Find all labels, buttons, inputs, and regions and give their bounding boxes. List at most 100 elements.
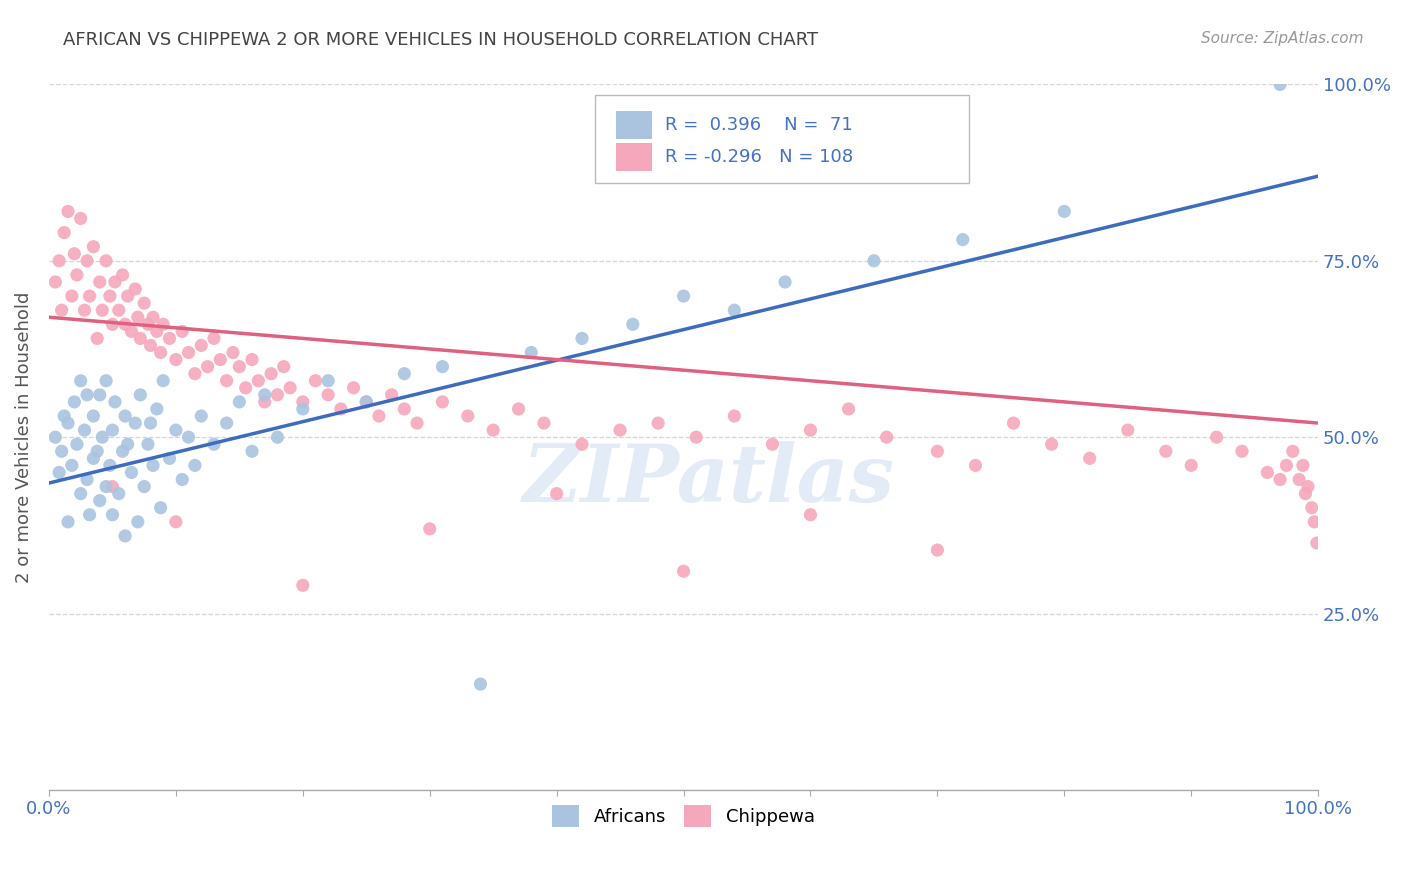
Point <box>82 451 104 466</box>
Point <box>342 381 364 395</box>
Point <box>69 374 91 388</box>
Point <box>149 345 172 359</box>
Point <box>48 253 70 268</box>
Point <box>159 331 181 345</box>
Point <box>432 359 454 374</box>
Point <box>253 395 276 409</box>
Point <box>1053 204 1076 219</box>
Point <box>266 388 288 402</box>
Point <box>63 246 86 260</box>
Point <box>723 303 745 318</box>
Point <box>152 374 174 388</box>
Point <box>1180 458 1202 473</box>
Point <box>1040 437 1063 451</box>
Point <box>86 444 108 458</box>
Point <box>621 318 644 332</box>
Text: AFRICAN VS CHIPPEWA 2 OR MORE VEHICLES IN HOUSEHOLD CORRELATION CHART: AFRICAN VS CHIPPEWA 2 OR MORE VEHICLES I… <box>63 31 818 49</box>
Point <box>51 444 73 458</box>
Point <box>165 515 187 529</box>
Point <box>124 416 146 430</box>
Point <box>60 458 83 473</box>
Point <box>101 508 124 522</box>
Point <box>927 543 949 558</box>
Point <box>127 310 149 325</box>
Point <box>69 211 91 226</box>
Point <box>1288 473 1310 487</box>
Point <box>1275 458 1298 473</box>
Point <box>432 395 454 409</box>
Point <box>136 318 159 332</box>
Point <box>190 409 212 423</box>
Point <box>146 401 169 416</box>
Point <box>419 522 441 536</box>
Point <box>165 423 187 437</box>
Point <box>1230 444 1253 458</box>
Point <box>76 473 98 487</box>
Point <box>94 479 117 493</box>
Point <box>672 289 695 303</box>
Point <box>89 388 111 402</box>
Point <box>129 388 152 402</box>
Point <box>368 409 391 423</box>
Point <box>761 437 783 451</box>
Point <box>172 473 194 487</box>
Point <box>197 359 219 374</box>
Y-axis label: 2 or more Vehicles in Household: 2 or more Vehicles in Household <box>15 292 32 582</box>
Point <box>117 289 139 303</box>
Point <box>228 395 250 409</box>
Point <box>91 430 114 444</box>
Point <box>240 352 263 367</box>
Point <box>152 318 174 332</box>
Point <box>356 395 378 409</box>
Point <box>56 204 79 219</box>
Point <box>76 253 98 268</box>
Text: ZIPatlas: ZIPatlas <box>523 441 896 518</box>
Point <box>773 275 796 289</box>
Point <box>66 268 89 282</box>
Point <box>134 479 156 493</box>
Point <box>53 226 76 240</box>
Legend: Africans, Chippewa: Africans, Chippewa <box>546 797 823 834</box>
Point <box>101 479 124 493</box>
Point <box>1292 458 1315 473</box>
Point <box>278 381 301 395</box>
Bar <box>616 143 652 171</box>
Point <box>965 458 987 473</box>
Point <box>172 324 194 338</box>
Point <box>520 345 543 359</box>
Point <box>66 437 89 451</box>
Point <box>44 430 66 444</box>
Point <box>127 515 149 529</box>
Point <box>723 409 745 423</box>
Point <box>114 529 136 543</box>
Point <box>799 508 821 522</box>
Point <box>139 416 162 430</box>
Point <box>1268 78 1291 92</box>
Point <box>228 359 250 374</box>
Point <box>1116 423 1139 437</box>
Point <box>215 416 238 430</box>
Point <box>53 409 76 423</box>
Point <box>215 374 238 388</box>
Point <box>457 409 479 423</box>
Point <box>60 289 83 303</box>
Point <box>1205 430 1227 444</box>
Point <box>202 437 225 451</box>
Point <box>247 374 270 388</box>
Point <box>273 359 295 374</box>
Text: R = -0.296   N = 108: R = -0.296 N = 108 <box>665 148 852 166</box>
Point <box>1294 486 1316 500</box>
Point <box>253 388 276 402</box>
Point <box>235 381 257 395</box>
Point <box>76 388 98 402</box>
Point <box>571 331 593 345</box>
Point <box>672 564 695 578</box>
Point <box>136 437 159 451</box>
Point <box>329 401 352 416</box>
Point <box>406 416 429 430</box>
Point <box>184 367 207 381</box>
Point <box>98 458 121 473</box>
Point <box>291 395 314 409</box>
Point <box>94 253 117 268</box>
Point <box>82 409 104 423</box>
